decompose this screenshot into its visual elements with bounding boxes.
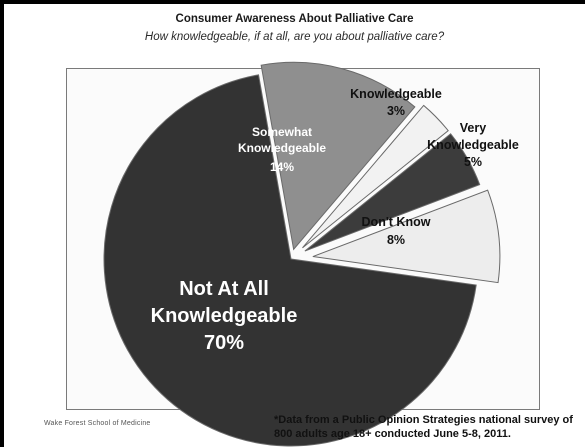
pie-slice-somewhat-knowledgeable [260, 61, 416, 251]
data-label-value-very-knowledgeable: 5% [464, 155, 482, 169]
source-logo: Wake Forest School of Medicine [44, 420, 151, 427]
data-label-category-not-at-all-knowledgeable: Knowledgeable [151, 305, 298, 327]
data-label-category-don-t-know: Don't Know [362, 215, 431, 229]
data-label-category-very-knowledgeable: Very [460, 121, 486, 135]
slide: Consumer Awareness About Palliative Care… [4, 4, 585, 447]
data-label-category-very-knowledgeable: Knowledgeable [427, 138, 519, 152]
chart-subtitle: How knowledgeable, if at all, are you ab… [144, 31, 445, 43]
data-label-category-not-at-all-knowledgeable: Not At All [179, 278, 269, 300]
pie-slice-knowledgeable [302, 104, 449, 249]
pie-chart: Not At All Knowledgeable 70% Somewhat Knowle… [103, 61, 519, 447]
data-label-category-knowledgeable: Knowledgeable [350, 87, 442, 101]
data-label-category-somewhat-knowledgeable: Knowledgeable [238, 141, 326, 155]
data-label-value-don-t-know: 8% [387, 233, 405, 247]
footnote-line-1: *Data from a Public Opinion Strategies n… [274, 414, 573, 426]
pie-slice-not-at-all-knowledgeable [103, 74, 477, 447]
data-label-value-knowledgeable: 3% [387, 104, 405, 118]
chart-title: Consumer Awareness About Palliative Care [175, 13, 414, 25]
data-label-category-somewhat-knowledgeable: Somewhat [252, 125, 312, 139]
footnote: *Data from a Public Opinion Strategies n… [274, 413, 573, 441]
pie-slice-very-knowledgeable [304, 133, 481, 252]
data-label-value-not-at-all-knowledgeable: 70% [204, 332, 244, 354]
footnote-line-2: 800 adults age 18+ conducted June 5-8, 2… [274, 428, 511, 440]
data-label-value-somewhat-knowledgeable: 14% [270, 160, 294, 174]
pie-slice-don-t-know [312, 189, 501, 284]
